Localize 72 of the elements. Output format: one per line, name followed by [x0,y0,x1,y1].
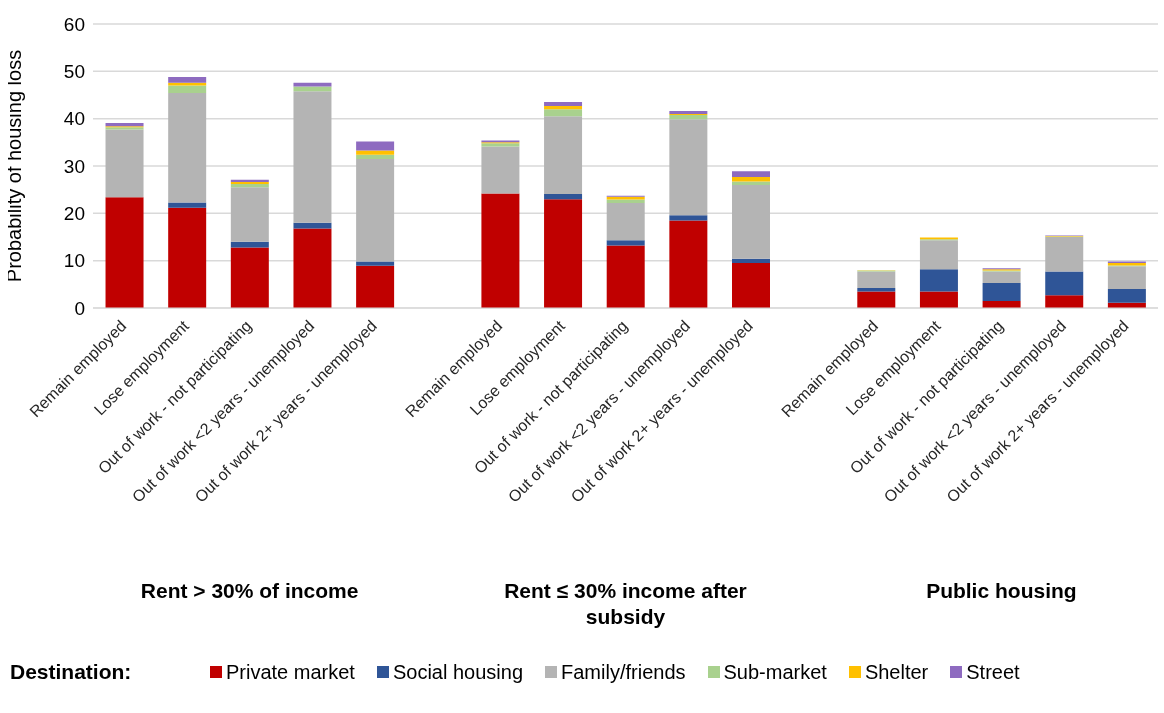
text: Public housing [925,578,1078,604]
bar [732,181,770,185]
legend-title: Destination: [9,660,133,684]
bar [669,220,708,308]
bar [356,261,395,266]
bar [168,202,207,208]
bar [1045,271,1084,296]
bar [732,176,770,182]
legend-label: Sub-market [722,660,827,684]
bar [481,193,520,308]
bar [230,183,269,188]
y-tick-label: 50 [63,61,85,83]
bar [168,85,207,94]
bar [919,240,958,270]
bar [669,114,708,120]
bar [732,258,770,264]
bar [105,129,144,198]
bar [919,291,958,308]
bar [544,199,583,308]
bar [168,82,207,86]
bar [1045,237,1084,272]
bar [669,215,708,221]
bar [1107,266,1146,290]
bar [982,271,1021,283]
bar [732,263,770,308]
text: Rent > 30% of income [139,578,360,604]
legend-label: Street [965,660,1020,684]
y-tick-label: 0 [74,297,85,319]
bar [606,240,645,246]
bar [356,154,395,159]
legend-label: Social housing [391,660,524,684]
bar [982,282,1021,301]
bar [857,271,896,289]
bar [1107,289,1146,303]
legend-label: Family/friends [560,660,686,684]
legend-label: Private market [225,660,355,684]
bar [857,288,896,292]
bar [293,91,332,223]
bar [606,202,645,241]
bar [857,291,896,308]
y-tick-label: 30 [63,155,85,177]
bar [919,269,958,292]
bar [168,93,207,203]
bar [669,119,708,216]
bar [606,245,645,308]
bar [356,265,395,308]
bar [1045,295,1084,308]
bar [544,109,583,117]
bar [230,187,269,242]
bar [168,207,207,308]
bar [544,102,583,106]
bar [356,141,395,151]
bar [732,171,770,177]
text: Rent ≤ 30% income after subsidy [503,578,748,630]
bar [293,228,332,308]
bar [481,146,520,194]
bar [105,122,144,127]
bar [356,150,395,155]
bar [293,86,332,92]
bar [356,158,395,262]
legend-label: Shelter [863,660,929,684]
y-tick-label: 40 [63,108,85,130]
y-tick-label: 10 [63,250,85,272]
bar [732,184,770,259]
bar [544,105,583,110]
bar [168,77,207,83]
bar [544,116,583,194]
bar [105,197,144,308]
bar [230,247,269,308]
bar [544,193,583,200]
y-tick-label: 60 [63,13,85,35]
y-tick-label: 20 [63,203,85,225]
